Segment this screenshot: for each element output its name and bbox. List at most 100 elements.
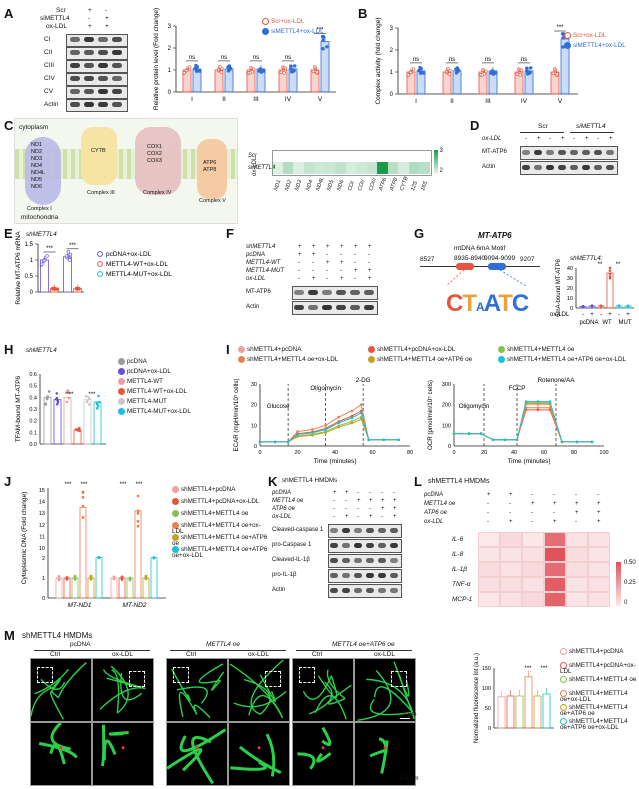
x-tick-label: II [222,96,226,103]
mito-strand [110,665,129,714]
g-pos-3: 9207 [520,256,535,263]
l-mark: + [597,510,601,516]
blot-mark: + [345,514,349,520]
c-gene-label: ND4 [31,163,43,169]
mito-strand [357,670,392,721]
h-legend-label: METTL4-WT+ox-LDL [127,388,188,396]
data-point [494,71,498,75]
l-mark: - [487,510,489,516]
mito-strand [314,695,347,720]
data-point [359,403,363,406]
y-tick-label: 12 [39,523,45,529]
data-point [321,47,325,51]
mito-network [99,665,146,714]
sig-label: *** [135,482,143,488]
y-tick-label: 10 [39,546,45,552]
mito-network [38,721,78,765]
l-mark: - [509,501,511,507]
blot-mark: + [393,514,397,520]
i-legend-item: shMETTL4+METTL4 oe+ATP6 oe+ox-LDL [498,356,626,363]
data-point [626,304,630,308]
blot-mark: + [357,498,361,504]
sig-label: *** [80,482,88,488]
m-group-line [296,650,412,651]
c-heat-col: 16S [420,180,430,192]
injection-label: Oligomycin [459,403,490,410]
data-point [608,269,612,272]
l-mark: + [597,519,601,525]
i-legend-label: shMETTL4+METTL4 oe+ATP6 oe [377,356,473,364]
mito-network [166,728,227,785]
mito-strand [233,690,287,708]
micrograph [166,658,228,722]
data-point [560,32,565,36]
heat-cell [366,162,377,174]
data-point [286,440,290,444]
a-band [98,37,108,42]
injection-label: Glucose [267,403,290,410]
blot-row-label: shMETTL4 [246,244,276,250]
x-tick-label: I [191,96,193,103]
heat-cell [522,592,544,607]
data-point [56,402,59,406]
l-mark: + [597,501,601,507]
data-point [359,411,363,415]
x-mark: - [582,312,584,318]
a-mark: + [88,7,92,14]
mito-strand [171,668,191,702]
heat-cell [544,532,566,547]
blot-band [366,588,374,593]
blot-band [522,165,530,170]
data-point [581,305,585,308]
i-legend-item: shMETTL4+METTL4 oe [498,346,574,353]
legend-marker [97,261,103,267]
l-row-label: METTL4 oe [424,501,456,507]
bar [87,577,95,599]
bar [73,429,82,445]
x-axis-label: Time (minutes) [507,458,550,465]
blot-band [308,305,318,310]
blot-band [354,573,362,578]
blot-mark: - [340,252,342,258]
mito-strand [308,681,333,715]
data-point [55,392,59,395]
data-point [55,287,60,291]
blot-mark: - [525,136,527,142]
blot-band [366,528,374,533]
y-tick-label: 0 [488,726,491,732]
heat-cell [588,532,610,547]
blot-mark: - [298,260,300,266]
mito-strand [166,747,203,772]
heat-cell [398,162,409,174]
data-point [97,556,101,560]
panel-letter-g: G [414,226,425,241]
m-group-label: METTL4 oe [206,641,240,648]
y-tick-label: 0 [168,90,172,96]
series-line [260,403,399,443]
data-point [220,66,224,71]
data-point [315,70,319,74]
blot-band [330,588,338,593]
zoom-box [129,671,145,687]
blot-mark: - [340,268,342,274]
l-mark: - [531,519,533,525]
y-tick-label: 2 [168,46,172,52]
micrograph [92,722,154,786]
series-line [454,404,592,443]
mito-strand [327,684,352,705]
h-legend-label: METTL4-MUT [127,398,167,406]
a-row-scr: Scr [56,7,66,14]
mito-network [297,726,332,770]
data-point [337,421,341,425]
blot-mark: + [354,268,358,274]
c-gene-label: COX3 [147,158,162,164]
g-motif-logo [445,269,527,287]
panel-h-bar-chart: 0.0 0.1 0.2 0.3 0.4 0.5 0.6 TFAM-bound MT-ATP6 *… [15,372,106,448]
mito-strand [265,733,276,777]
heat-cell [566,532,588,547]
heat-cell [293,162,304,174]
micrograph [92,658,154,722]
y-tick-label: 150 [482,666,491,672]
blot-band [594,150,602,155]
